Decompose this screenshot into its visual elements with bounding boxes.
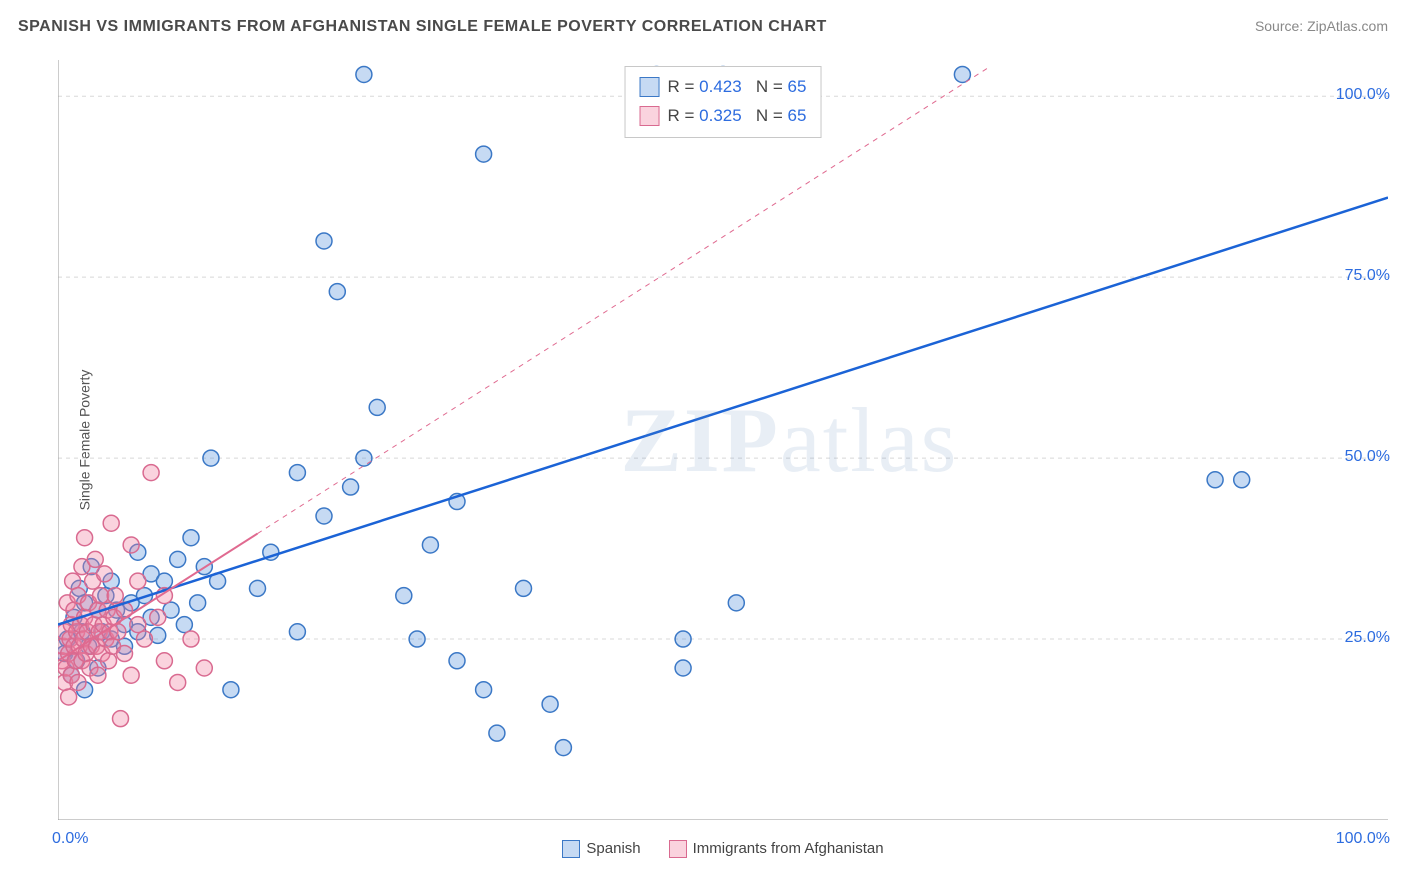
scatter-point [476,682,492,698]
scatter-point [123,537,139,553]
scatter-point [728,595,744,611]
scatter-point [190,595,206,611]
scatter-point [542,696,558,712]
correlation-text: R = 0.325 N = 65 [668,102,807,131]
y-tick-label: 25.0% [1345,629,1390,647]
scatter-point [156,573,172,589]
scatter-point [409,631,425,647]
legend-label: Spanish [586,840,640,857]
scatter-point [316,508,332,524]
x-tick-label: 0.0% [52,830,88,848]
scatter-point [516,580,532,596]
scatter-point [183,530,199,546]
scatter-point [150,609,166,625]
scatter-point [123,667,139,683]
scatter-point [130,573,146,589]
y-tick-label: 50.0% [1345,448,1390,466]
scatter-point [203,450,219,466]
scatter-point [90,667,106,683]
scatter-point [101,653,117,669]
scatter-point [183,631,199,647]
regression-line [58,198,1388,625]
scatter-point [170,551,186,567]
source-label: Source: ZipAtlas.com [1255,18,1388,34]
scatter-point [675,631,691,647]
scatter-point [107,588,123,604]
scatter-point [156,653,172,669]
scatter-point [675,660,691,676]
scatter-point [356,66,372,82]
scatter-point [250,580,266,596]
scatter-point [97,566,113,582]
scatter-point [369,399,385,415]
scatter-point [289,624,305,640]
legend-swatch-icon [640,106,660,126]
scatter-point [422,537,438,553]
scatter-point [77,530,93,546]
scatter-point [65,573,81,589]
scatter-point [1207,472,1223,488]
scatter-point [343,479,359,495]
regression-line-dashed [258,67,990,533]
scatter-point [555,740,571,756]
correlation-text: R = 0.423 N = 65 [668,73,807,102]
scatter-point [223,682,239,698]
scatter-point [476,146,492,162]
scatter-point [176,617,192,633]
scatter-point [170,674,186,690]
scatter-point [70,674,86,690]
scatter-point [356,450,372,466]
y-tick-label: 75.0% [1345,267,1390,285]
y-tick-label: 100.0% [1336,86,1390,104]
scatter-point [136,631,152,647]
legend-swatch-icon [669,840,687,858]
scatter-point [316,233,332,249]
legend-item: Spanish [562,840,640,858]
correlation-box: R = 0.423 N = 65R = 0.325 N = 65 [625,66,822,138]
scatter-point [196,660,212,676]
scatter-point [103,515,119,531]
legend-label: Immigrants from Afghanistan [693,840,884,857]
scatter-point [61,689,77,705]
bottom-legend: Spanish Immigrants from Afghanistan [58,840,1388,858]
x-tick-label: 100.0% [1336,830,1390,848]
legend-item: Immigrants from Afghanistan [669,840,884,858]
scatter-point [289,465,305,481]
correlation-row: R = 0.423 N = 65 [640,73,807,102]
scatter-point [143,465,159,481]
legend-swatch-icon [640,77,660,97]
scatter-point [117,646,133,662]
scatter-point [396,588,412,604]
scatter-chart [58,60,1388,820]
scatter-point [113,711,129,727]
scatter-point [130,617,146,633]
chart-title: SPANISH VS IMMIGRANTS FROM AFGHANISTAN S… [18,18,827,36]
scatter-point [1234,472,1250,488]
legend-swatch-icon [562,840,580,858]
scatter-point [93,588,109,604]
plot-area: Single Female Poverty ZIPatlas R = 0.423… [58,60,1388,820]
scatter-point [329,284,345,300]
scatter-point [449,653,465,669]
scatter-point [87,551,103,567]
correlation-row: R = 0.325 N = 65 [640,102,807,131]
scatter-point [489,725,505,741]
